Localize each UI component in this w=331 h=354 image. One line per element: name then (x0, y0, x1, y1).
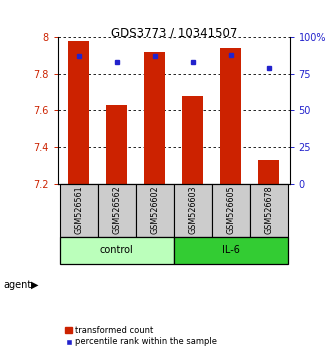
Bar (136, 184, 174, 237)
Bar (220, 48, 241, 184)
Bar (144, 52, 165, 184)
Text: GSM526562: GSM526562 (112, 185, 121, 234)
Bar (69, 41, 89, 184)
Text: GDS3773 / 10341507: GDS3773 / 10341507 (111, 27, 237, 40)
Bar (174, 184, 212, 237)
Text: GSM526602: GSM526602 (150, 185, 159, 234)
Text: GSM526603: GSM526603 (188, 185, 197, 234)
Legend: transformed count, percentile rank within the sample: transformed count, percentile rank withi… (62, 322, 221, 350)
Bar (258, 160, 279, 184)
Text: IL-6: IL-6 (222, 245, 240, 255)
Text: control: control (100, 245, 134, 255)
Bar (106, 105, 127, 184)
Text: agent: agent (3, 280, 31, 290)
Bar (174, 237, 288, 264)
Bar (212, 184, 250, 237)
Text: ▶: ▶ (31, 280, 39, 290)
Text: GSM526678: GSM526678 (264, 185, 273, 234)
Bar (60, 237, 174, 264)
Text: GSM526605: GSM526605 (226, 185, 235, 234)
Bar (98, 184, 136, 237)
Bar (182, 96, 203, 184)
Bar (250, 184, 288, 237)
Bar (60, 184, 98, 237)
Text: GSM526561: GSM526561 (74, 185, 83, 234)
